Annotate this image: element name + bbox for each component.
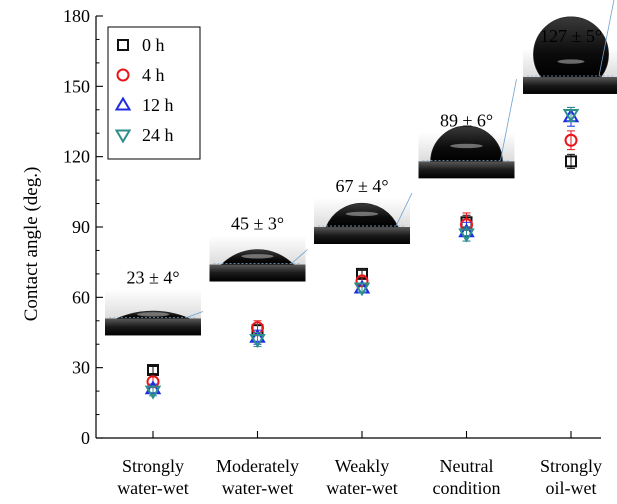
inset-substrate: [523, 76, 617, 94]
x-tick-label-line: oil-wet: [546, 478, 597, 498]
inset-substrate: [418, 161, 515, 179]
tangent-line: [500, 79, 517, 161]
x-tick-label-line: Weakly: [335, 456, 390, 476]
series-24h: [144, 106, 580, 400]
droplet-inset-4: [418, 79, 517, 179]
x-tick-label-line: Neutral: [440, 456, 494, 476]
x-tick-label-line: water-wet: [117, 478, 189, 498]
contact-angle-annotations: 23 ± 4° 45 ± 3° 67 ± 4° 89 ± 6° 127 ± 5°: [126, 26, 602, 287]
y-tick-label: 60: [72, 287, 90, 307]
tangent-line: [598, 0, 615, 77]
droplet-highlight: [450, 143, 483, 149]
y-axis-label: Contact angle (deg.): [21, 167, 42, 322]
droplet-inset-1: [105, 289, 204, 336]
tangent-line: [186, 311, 204, 318]
data-point: [565, 155, 577, 168]
droplet-highlight: [557, 59, 585, 64]
droplet-highlight: [345, 211, 379, 217]
x-tick-label-line: Moderately: [216, 456, 299, 476]
legend-label: 4 h: [142, 65, 165, 85]
droplet-images: [105, 0, 617, 336]
axes: 0306090120150180Stronglywater-wetModerat…: [63, 6, 602, 498]
data-point: [249, 334, 266, 348]
legend: 0 h 4 h 12 h 24 h: [107, 26, 201, 160]
data-point: [458, 228, 475, 243]
droplet-inset-3: [314, 192, 413, 244]
legend-label: 0 h: [142, 35, 165, 55]
droplet-inset-5: [523, 0, 617, 94]
legend-marker: [114, 129, 132, 144]
x-tick-label-line: Strongly: [540, 456, 602, 476]
data-markers: [144, 106, 580, 400]
legend-marker: [116, 68, 130, 82]
data-point: [147, 364, 159, 377]
contact-angle-label: 45 ± 3°: [231, 214, 284, 234]
tangent-line: [291, 249, 308, 264]
contact-angle-label: 127 ± 5°: [540, 26, 602, 46]
y-tick-label: 150: [63, 76, 90, 96]
y-tick-label: 0: [81, 428, 90, 448]
x-tick-label-line: condition: [433, 478, 501, 498]
y-tick-label: 90: [72, 217, 90, 237]
contact-angle-label: 67 ± 4°: [335, 176, 388, 196]
inset-substrate: [314, 227, 410, 244]
x-tick-label-line: Strongly: [122, 456, 184, 476]
data-point: [562, 108, 580, 123]
y-tick-label: 30: [72, 358, 90, 378]
legend-marker: [114, 96, 132, 111]
droplet-highlight: [241, 254, 274, 259]
y-tick-label: 180: [63, 6, 90, 26]
x-tick-label-line: water-wet: [326, 478, 398, 498]
data-point: [144, 385, 162, 400]
droplet: [430, 125, 503, 162]
tangent-line: [395, 192, 413, 227]
contact-angle-label: 89 ± 6°: [440, 110, 493, 130]
legend-marker: [117, 39, 129, 51]
data-point: [564, 133, 578, 147]
droplet-highlight: [136, 312, 170, 317]
y-tick-label: 120: [63, 147, 90, 167]
legend-label: 24 h: [142, 125, 174, 145]
inset-substrate: [105, 318, 201, 336]
inset-substrate: [209, 264, 306, 282]
contact-angle-label: 23 ± 4°: [126, 267, 179, 287]
droplet-inset-2: [209, 235, 308, 282]
droplet: [533, 16, 609, 78]
legend-label: 12 h: [142, 95, 174, 115]
x-tick-label-line: water-wet: [222, 478, 294, 498]
data-point: [353, 282, 371, 297]
